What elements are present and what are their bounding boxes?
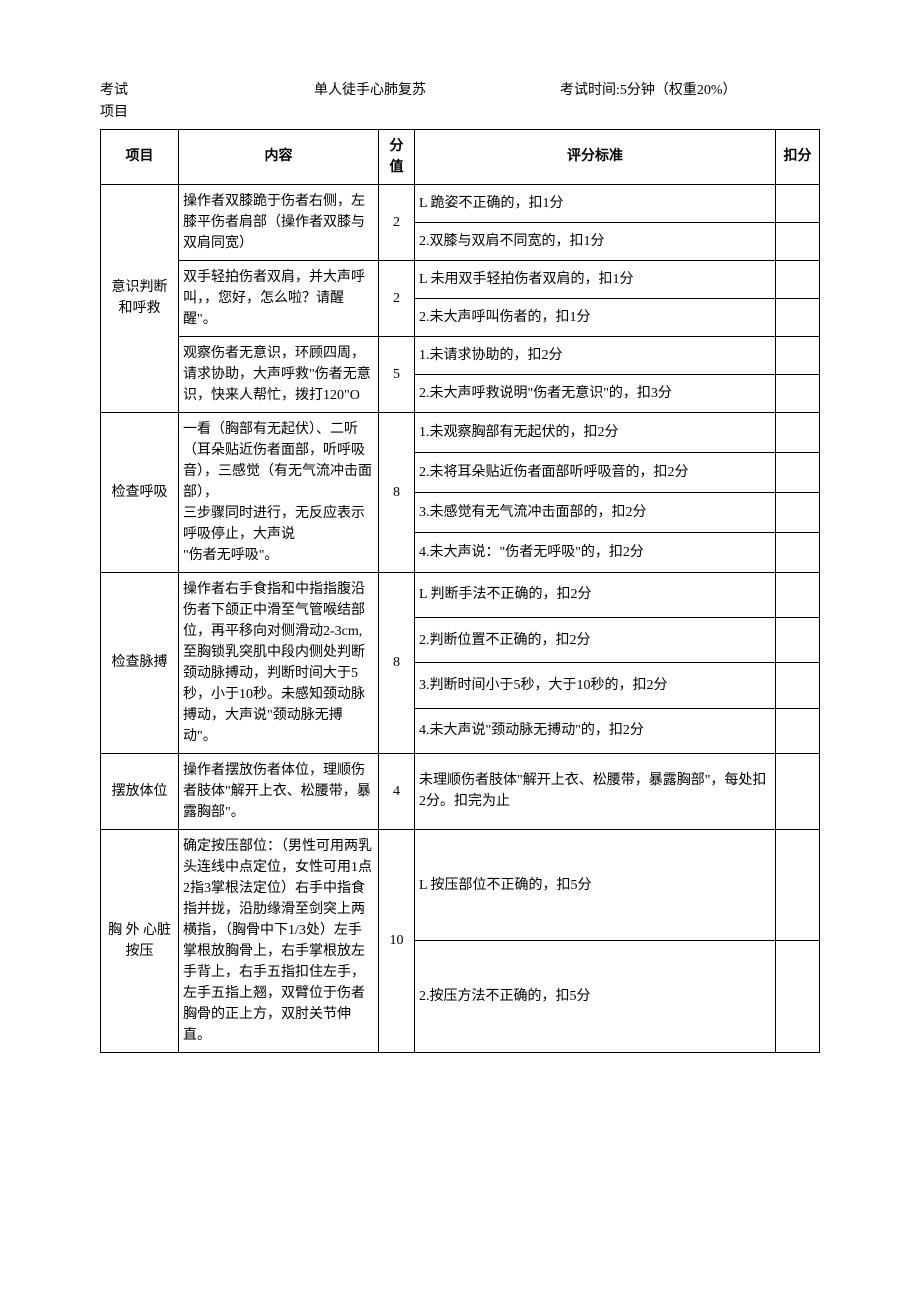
exam-label-2: 项目 xyxy=(100,102,180,124)
deduct-cell xyxy=(776,708,820,753)
criteria-cell: 1.未请求协助的，扣2分 xyxy=(415,336,776,374)
table-row: 摆放体位操作者摆放伤者体位，理顺伤者肢体"解开上衣、松腰带，暴露胸部"。4未理顺… xyxy=(101,753,820,829)
criteria-cell: 4.未大声说"颈动脉无搏动"的，扣2分 xyxy=(415,708,776,753)
criteria-cell: 2.双膝与双肩不同宽的，扣1分 xyxy=(415,222,776,260)
deduct-cell xyxy=(776,336,820,374)
deduct-cell xyxy=(776,941,820,1053)
score-cell: 10 xyxy=(379,829,415,1052)
table-header-row: 项目 内容 分值 评分标准 扣分 xyxy=(101,129,820,184)
deduct-cell xyxy=(776,374,820,412)
deduct-cell xyxy=(776,260,820,298)
exam-label-1: 考试 xyxy=(100,80,180,102)
content-cell: 确定按压部位：（男性可用两乳头连线中点定位，女性可用1点2指3掌根法定位）右手中… xyxy=(179,829,379,1052)
score-cell: 2 xyxy=(379,184,415,260)
criteria-cell: 2.未将耳朵贴近伤者面部听呼吸音的，扣2分 xyxy=(415,452,776,492)
col-criteria: 评分标准 xyxy=(415,129,776,184)
item-cell: 检查脉搏 xyxy=(101,572,179,753)
table-row: 检查呼吸一看（胸部有无起伏）、二听（耳朵贴近伤者面部，听呼吸音），三感觉（有无气… xyxy=(101,412,820,452)
deduct-cell xyxy=(776,184,820,222)
criteria-cell: L 判断手法不正确的，扣2分 xyxy=(415,572,776,617)
score-cell: 5 xyxy=(379,336,415,412)
content-cell: 观察伤者无意识，环顾四周，请求协助，大声呼救"伤者无意识，快来人帮忙，拨打120… xyxy=(179,336,379,412)
criteria-cell: L 按压部位不正确的，扣5分 xyxy=(415,829,776,941)
deduct-cell xyxy=(776,492,820,532)
criteria-cell: 2.未大声呼救说明"伤者无意识"的，扣3分 xyxy=(415,374,776,412)
deduct-cell xyxy=(776,532,820,572)
deduct-cell xyxy=(776,829,820,941)
exam-time: 考试时间:5分钟（权重20%） xyxy=(560,80,820,102)
criteria-cell: L 未用双手轻拍伤者双肩的，扣1分 xyxy=(415,260,776,298)
item-cell: 胸 外 心脏按压 xyxy=(101,829,179,1052)
content-cell: 操作者右手食指和中指指腹沿伤者下颌正中滑至气管喉结部位，再平移向对侧滑动2-3c… xyxy=(179,572,379,753)
criteria-cell: 3.判断时间小于5秒，大于10秒的，扣2分 xyxy=(415,663,776,708)
score-cell: 8 xyxy=(379,412,415,572)
table-row: 观察伤者无意识，环顾四周，请求协助，大声呼救"伤者无意识，快来人帮忙，拨打120… xyxy=(101,336,820,374)
deduct-cell xyxy=(776,663,820,708)
score-cell: 2 xyxy=(379,260,415,336)
scoring-table: 项目 内容 分值 评分标准 扣分 意识判断和呼救操作者双膝跪于伤者右侧，左膝平伤… xyxy=(100,129,820,1053)
score-cell: 4 xyxy=(379,753,415,829)
criteria-cell: 2.未大声呼叫伤者的，扣1分 xyxy=(415,298,776,336)
criteria-cell: 3.未感觉有无气流冲击面部的，扣2分 xyxy=(415,492,776,532)
deduct-cell xyxy=(776,618,820,663)
exam-name: 单人徒手心肺复苏 xyxy=(180,80,560,102)
content-cell: 操作者摆放伤者体位，理顺伤者肢体"解开上衣、松腰带，暴露胸部"。 xyxy=(179,753,379,829)
col-item: 项目 xyxy=(101,129,179,184)
criteria-cell: 2.按压方法不正确的，扣5分 xyxy=(415,941,776,1053)
content-cell: 一看（胸部有无起伏）、二听（耳朵贴近伤者面部，听呼吸音），三感觉（有无气流冲击面… xyxy=(179,412,379,572)
deduct-cell xyxy=(776,298,820,336)
table-row: 意识判断和呼救操作者双膝跪于伤者右侧，左膝平伤者肩部（操作者双膝与双肩同宽）2L… xyxy=(101,184,820,222)
table-row: 双手轻拍伤者双肩，并大声呼叫，，您好，怎么啦？请醒醒"。2L 未用双手轻拍伤者双… xyxy=(101,260,820,298)
item-cell: 检查呼吸 xyxy=(101,412,179,572)
criteria-cell: L 跪姿不正确的，扣1分 xyxy=(415,184,776,222)
col-deduct: 扣分 xyxy=(776,129,820,184)
deduct-cell xyxy=(776,452,820,492)
header: 考试 项目 单人徒手心肺复苏 考试时间:5分钟（权重20%） xyxy=(100,80,820,125)
deduct-cell xyxy=(776,753,820,829)
criteria-cell: 2.判断位置不正确的，扣2分 xyxy=(415,618,776,663)
score-cell: 8 xyxy=(379,572,415,753)
table-row: 胸 外 心脏按压确定按压部位：（男性可用两乳头连线中点定位，女性可用1点2指3掌… xyxy=(101,829,820,941)
criteria-cell: 未理顺伤者肢体"解开上衣、松腰带，暴露胸部"，每处扣2分。扣完为止 xyxy=(415,753,776,829)
item-cell: 摆放体位 xyxy=(101,753,179,829)
item-cell: 意识判断和呼救 xyxy=(101,184,179,412)
table-row: 检查脉搏操作者右手食指和中指指腹沿伤者下颌正中滑至气管喉结部位，再平移向对侧滑动… xyxy=(101,572,820,617)
criteria-cell: 4.未大声说："伤者无呼吸"的，扣2分 xyxy=(415,532,776,572)
col-score: 分值 xyxy=(379,129,415,184)
content-cell: 操作者双膝跪于伤者右侧，左膝平伤者肩部（操作者双膝与双肩同宽） xyxy=(179,184,379,260)
deduct-cell xyxy=(776,222,820,260)
col-content: 内容 xyxy=(179,129,379,184)
deduct-cell xyxy=(776,572,820,617)
deduct-cell xyxy=(776,412,820,452)
content-cell: 双手轻拍伤者双肩，并大声呼叫，，您好，怎么啦？请醒醒"。 xyxy=(179,260,379,336)
criteria-cell: 1.未观察胸部有无起伏的，扣2分 xyxy=(415,412,776,452)
